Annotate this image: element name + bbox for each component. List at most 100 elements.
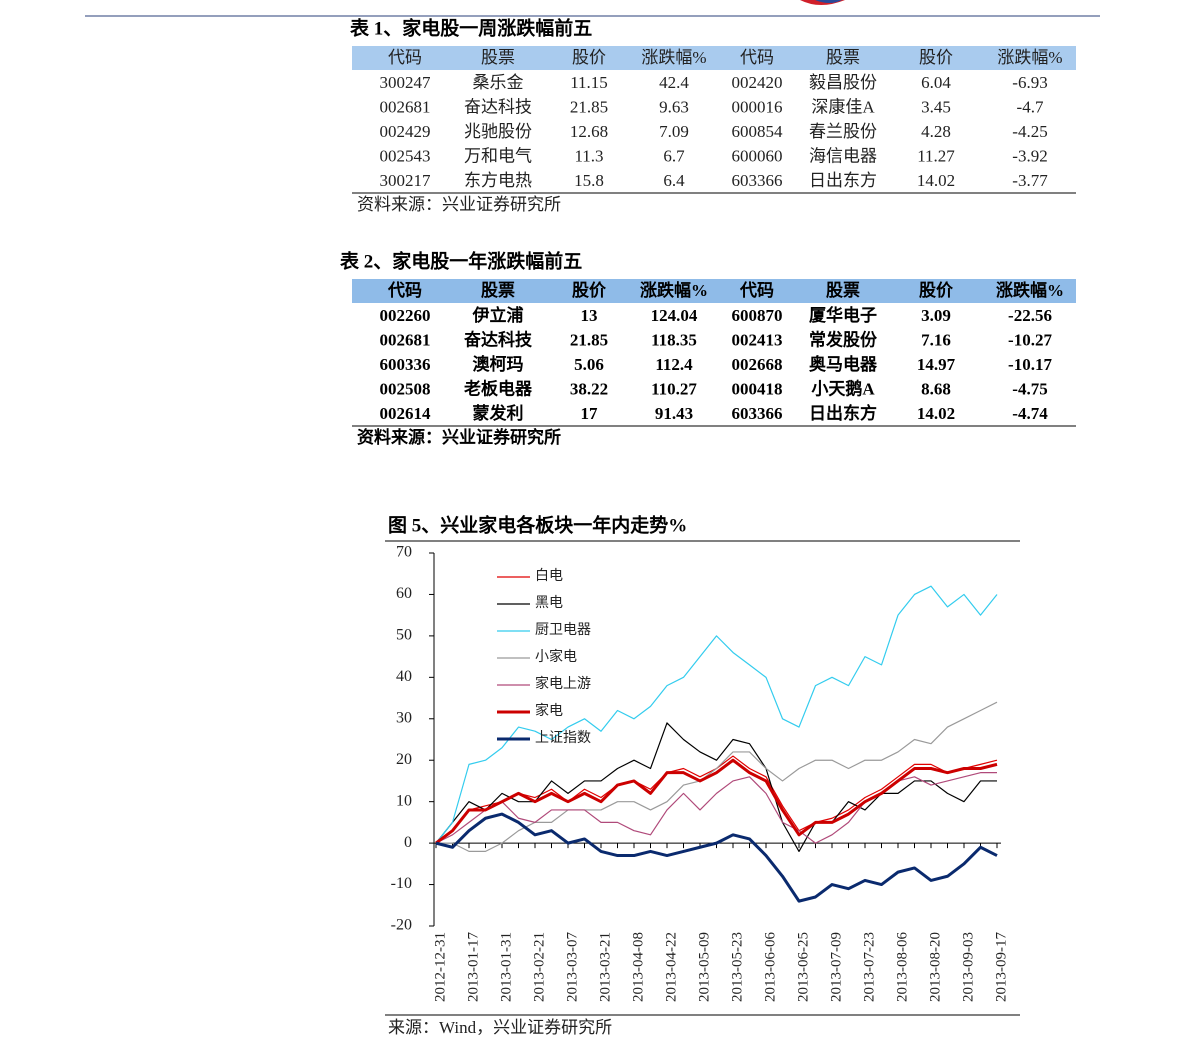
table-cell: 110.27	[651, 379, 697, 398]
table-cell: 112.4	[655, 355, 693, 374]
series-line	[435, 812, 998, 903]
table-cell: 7.09	[659, 122, 689, 141]
table-cell: 000418	[732, 379, 783, 398]
column-header: 股票	[826, 281, 860, 300]
x-tick-label: 2013-07-09	[828, 932, 844, 1002]
table-cell: -4.25	[1012, 122, 1047, 141]
x-tick-label: 2013-06-25	[795, 932, 811, 1002]
table-cell: 14.02	[917, 404, 955, 423]
table-cell: 002543	[380, 146, 431, 165]
column-header: 代码	[739, 280, 774, 300]
table-cell: 老板电器	[463, 378, 533, 398]
table-cell: 常发股份	[809, 329, 878, 349]
table-cell: 118.35	[651, 330, 697, 349]
legend-label: 小家电	[535, 648, 577, 665]
table-cell: 42.4	[659, 73, 689, 92]
column-header: 涨跌幅%	[640, 280, 708, 300]
column-header: 涨跌幅%	[997, 48, 1062, 67]
x-tick-label: 2013-09-17	[993, 932, 1009, 1002]
column-header: 代码	[388, 48, 422, 67]
x-tick-label: 2013-07-23	[861, 932, 877, 1002]
table-cell: 13	[581, 306, 598, 325]
table-cell: 600870	[732, 306, 783, 325]
y-tick-label: 60	[396, 585, 412, 602]
chart-title: 图 5、兴业家电各板块一年内走势%	[388, 513, 687, 536]
x-tick-label: 2013-01-31	[498, 932, 514, 1002]
table-cell: 7.16	[921, 330, 951, 349]
table-source: 资料来源：兴业证券研究所	[357, 195, 561, 214]
table-cell: 002429	[380, 122, 431, 141]
table-cell: 3.09	[921, 306, 951, 325]
column-header: 股价	[572, 281, 607, 300]
y-tick-label: 30	[396, 709, 412, 726]
y-tick-label: 10	[396, 792, 412, 809]
series-line	[435, 585, 998, 844]
x-tick-label: 2013-05-09	[696, 932, 712, 1002]
chart-source: 来源：Wind，兴业证券研究所	[388, 1018, 612, 1037]
column-header: 代码	[740, 48, 774, 67]
y-tick-label: -20	[391, 917, 412, 934]
x-tick-label: 2013-04-22	[663, 932, 679, 1002]
column-header: 股票	[481, 48, 515, 67]
table-cell: 深康佳A	[811, 97, 875, 116]
table-cell: 5.06	[574, 355, 604, 374]
table-cell: 8.68	[921, 379, 951, 398]
table-cell: 奋达科技	[464, 97, 532, 116]
y-tick-label: -10	[391, 875, 412, 892]
table-cell: 万和电气	[464, 146, 532, 165]
table-cell: 澳柯玛	[473, 354, 524, 374]
x-tick-label: 2013-03-21	[597, 932, 613, 1002]
x-tick-label: 2013-08-20	[927, 932, 943, 1002]
table-cell: 002681	[380, 97, 431, 116]
table-cell: -6.93	[1012, 73, 1047, 92]
table-cell: -4.74	[1012, 404, 1048, 423]
table-cell: -4.75	[1012, 379, 1047, 398]
table-title: 表 2、家电股一年涨跌幅前五	[340, 249, 582, 272]
table-cell: 002260	[380, 306, 431, 325]
y-tick-label: 50	[396, 627, 412, 644]
table-cell: 奋达科技	[463, 329, 533, 349]
table-cell: 002681	[380, 330, 431, 349]
table-cell: -3.92	[1012, 146, 1047, 165]
table-cell: 11.3	[574, 146, 603, 165]
column-header: 股价	[919, 48, 953, 67]
table-cell: 002614	[380, 404, 432, 423]
series-line	[435, 722, 997, 852]
table-cell: 21.85	[570, 97, 608, 116]
legend-label: 黑电	[535, 595, 563, 611]
table-cell: 桑乐金	[473, 73, 524, 92]
column-header: 代码	[387, 280, 422, 300]
legend-label: 家电	[535, 702, 563, 719]
table-cell: 日出东方	[809, 403, 877, 423]
table-cell: 伊立浦	[472, 305, 524, 325]
legend-label: 厨卫电器	[535, 622, 591, 638]
table-cell: 15.8	[574, 171, 604, 190]
x-tick-label: 2013-02-21	[531, 932, 547, 1002]
table-cell: -3.77	[1012, 171, 1048, 190]
table-cell: 3.45	[921, 97, 951, 116]
series-line	[436, 701, 998, 852]
table-header-bg	[352, 46, 1076, 70]
x-tick-label: 2013-03-07	[564, 932, 580, 1002]
column-header: 股票	[481, 281, 515, 300]
table-cell: 000016	[732, 97, 783, 116]
table-cell: -10.27	[1008, 330, 1052, 349]
table-cell: 11.27	[917, 146, 955, 165]
column-header: 股票	[826, 48, 860, 67]
table-cell: -10.17	[1008, 355, 1052, 374]
table-cell: 兆驰股份	[464, 122, 532, 141]
table-cell: 603366	[732, 171, 783, 190]
table-cell: 6.7	[663, 146, 685, 165]
table-cell: 日出东方	[809, 171, 877, 190]
y-tick-label: 20	[396, 751, 412, 768]
table-cell: 300217	[380, 171, 432, 190]
table-cell: 毅昌股份	[809, 73, 877, 92]
table-cell: 12.68	[570, 122, 608, 141]
table-cell: 38.22	[570, 379, 608, 398]
table-cell: 600336	[380, 355, 431, 374]
column-header: 股价	[572, 48, 606, 67]
table-cell: 11.15	[570, 73, 608, 92]
